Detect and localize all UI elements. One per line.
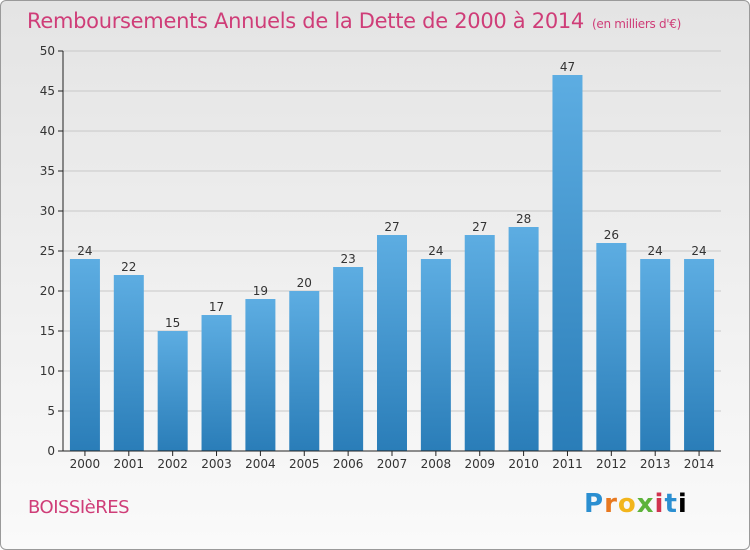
x-tick-label: 2005 [289, 457, 320, 471]
y-tick-label: 20 [40, 284, 55, 298]
y-tick-label: 15 [40, 324, 55, 338]
chart-unit: (en milliers d'€) [592, 17, 682, 31]
x-tick-label: 2012 [596, 457, 627, 471]
bar [245, 299, 276, 451]
bar [508, 227, 539, 451]
data-label: 22 [121, 260, 136, 274]
data-label: 17 [209, 300, 224, 314]
bar [684, 259, 715, 451]
x-tick-label: 2002 [157, 457, 188, 471]
bar [333, 267, 364, 451]
data-label: 19 [253, 284, 268, 298]
y-tick-label: 25 [40, 244, 55, 258]
data-label: 23 [340, 252, 355, 266]
data-label: 47 [560, 60, 575, 74]
x-tick-label: 2000 [70, 457, 101, 471]
data-label: 24 [428, 244, 443, 258]
data-label: 15 [165, 316, 180, 330]
labels: 0 5 10 15 20 25 30 35 40 45 50 24 2000 22 2001 15 2002 17… [40, 44, 715, 471]
x-tick-label: 2008 [421, 457, 452, 471]
y-tick-label: 40 [40, 124, 55, 138]
x-tick-label: 2006 [333, 457, 364, 471]
y-tick-label: 35 [40, 164, 55, 178]
y-tick-label: 30 [40, 204, 55, 218]
logo-letter: i [677, 489, 688, 519]
axes [58, 50, 721, 456]
chart-title: Remboursements Annuels de la Dette de 20… [27, 9, 681, 33]
logo-letter: x [636, 489, 655, 519]
x-tick-label: 2010 [508, 457, 539, 471]
logo-letter: P [584, 489, 605, 519]
x-tick-label: 2009 [464, 457, 495, 471]
x-tick-label: 2007 [377, 457, 408, 471]
y-tick-label: 45 [40, 84, 55, 98]
y-tick-label: 50 [40, 44, 55, 58]
bar [69, 259, 100, 451]
logo-letter: o [617, 489, 637, 519]
x-tick-label: 2001 [114, 457, 145, 471]
x-tick-label: 2014 [684, 457, 715, 471]
bar [377, 235, 407, 451]
y-tick-label: 0 [47, 444, 55, 458]
bar [289, 291, 320, 451]
x-tick-label: 2011 [552, 457, 583, 471]
data-label: 24 [77, 244, 92, 258]
data-label: 28 [516, 212, 531, 226]
logo-letter: i [654, 489, 665, 519]
data-label: 24 [691, 244, 706, 258]
bar [157, 331, 188, 451]
bar [552, 75, 583, 451]
data-label: 27 [472, 220, 487, 234]
x-tick-label: 2003 [201, 457, 232, 471]
bars [69, 75, 715, 451]
logo-letter: r [604, 489, 618, 519]
bar [640, 259, 671, 451]
x-tick-label: 2013 [640, 457, 671, 471]
proxiti-logo: Proxiti [584, 489, 688, 519]
data-label: 27 [384, 220, 399, 234]
bar [113, 275, 144, 451]
chart-title-text: Remboursements Annuels de la Dette de 20… [27, 9, 584, 33]
y-tick-label: 10 [40, 364, 55, 378]
data-label: 24 [648, 244, 663, 258]
bar [420, 259, 451, 451]
bar [596, 243, 627, 451]
logo-letter: t [664, 489, 678, 519]
city-name: BOISSIèRES [28, 497, 130, 518]
bar [201, 315, 232, 451]
x-tick-label: 2004 [245, 457, 276, 471]
data-label: 26 [604, 228, 619, 242]
data-label: 20 [297, 276, 312, 290]
y-tick-label: 5 [47, 404, 55, 418]
bar [464, 235, 495, 451]
